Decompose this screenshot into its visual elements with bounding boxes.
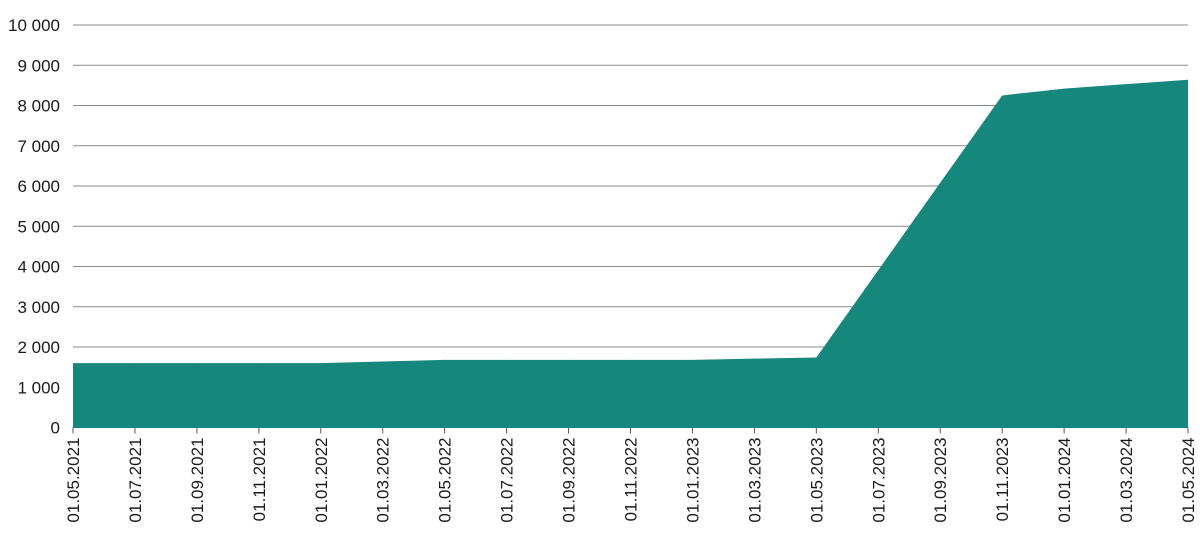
y-tick-label: 6 000: [17, 177, 60, 196]
x-tick-label: 01.09.2022: [560, 438, 579, 523]
x-tick-label: 01.05.2023: [807, 438, 826, 523]
y-tick-label: 7 000: [17, 137, 60, 156]
x-tick-label: 01.01.2023: [683, 438, 702, 523]
x-tick-label: 01.01.2022: [312, 438, 331, 523]
x-tick-label: 01.05.2022: [436, 438, 455, 523]
y-tick-label: 8 000: [17, 97, 60, 116]
x-tick-label: 01.07.2021: [126, 438, 145, 523]
x-tick-label: 01.09.2021: [188, 438, 207, 523]
y-tick-label: 2 000: [17, 338, 60, 357]
y-tick-label: 5 000: [17, 217, 60, 236]
x-tick-label: 01.09.2023: [931, 438, 950, 523]
x-tick-label: 01.03.2022: [374, 438, 393, 523]
y-tick-label: 10 000: [8, 16, 60, 35]
x-tick-label: 01.11.2022: [622, 438, 641, 522]
y-tick-label: 1 000: [17, 378, 60, 397]
x-tick-label: 01.01.2024: [1055, 438, 1074, 523]
x-tick-label: 01.05.2021: [64, 438, 83, 523]
y-tick-label: 4 000: [17, 258, 60, 277]
area-series: [73, 79, 1188, 428]
x-tick-label: 01.07.2023: [869, 438, 888, 523]
y-tick-label: 9 000: [17, 56, 60, 75]
x-tick-label: 01.11.2023: [993, 438, 1012, 522]
x-tick-label: 01.03.2023: [745, 438, 764, 523]
x-tick-label: 01.05.2024: [1179, 438, 1198, 523]
x-tick-label: 01.03.2024: [1117, 438, 1136, 523]
x-tick-label: 01.07.2022: [498, 438, 517, 523]
y-tick-label: 3 000: [17, 298, 60, 317]
y-tick-label: 0: [51, 419, 60, 438]
x-tick-label: 01.11.2021: [250, 438, 269, 522]
